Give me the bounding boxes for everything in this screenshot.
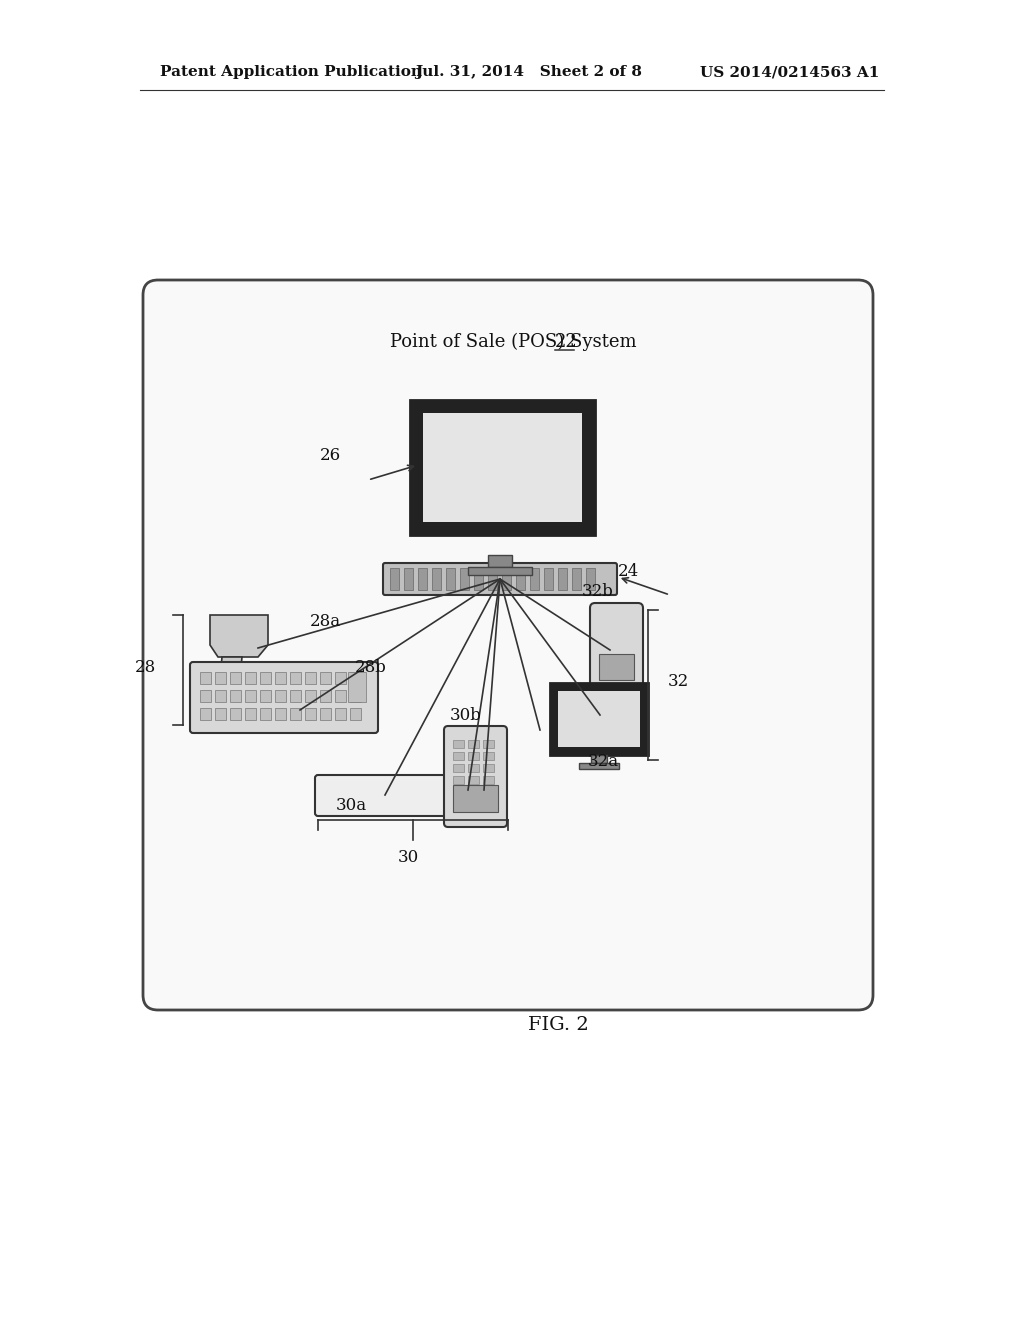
Bar [460,568,469,590]
Bar [215,672,226,684]
Bar [516,568,525,590]
FancyBboxPatch shape [315,775,453,816]
Bar [558,690,640,747]
FancyBboxPatch shape [590,603,643,696]
Bar [260,708,271,719]
Text: US 2014/0214563 A1: US 2014/0214563 A1 [700,65,880,79]
Bar [200,672,211,684]
Bar [432,568,441,590]
Bar [350,708,361,719]
Text: 22: 22 [555,333,578,351]
Bar [530,568,539,590]
Bar [468,776,479,784]
Bar [275,672,286,684]
Bar [230,708,241,719]
Bar [305,672,316,684]
Bar [586,568,595,590]
Bar [572,568,581,590]
Bar [335,690,346,702]
Text: Patent Application Publication: Patent Application Publication [160,65,422,79]
Bar [488,554,512,568]
Bar [418,568,427,590]
Bar [453,785,498,812]
Bar [319,708,331,719]
Text: 32a: 32a [588,754,620,771]
Bar [453,776,464,784]
Bar [305,708,316,719]
Bar [350,672,361,684]
Bar [468,752,479,760]
Bar [348,672,366,702]
Bar [483,764,494,772]
Bar [245,672,256,684]
Bar [558,568,567,590]
Bar [275,708,286,719]
Bar [335,708,346,719]
Text: Jul. 31, 2014   Sheet 2 of 8: Jul. 31, 2014 Sheet 2 of 8 [415,65,642,79]
Bar [290,708,301,719]
Bar [488,568,497,590]
Text: 28b: 28b [355,660,387,676]
Bar [404,568,413,590]
Text: 32: 32 [668,673,689,690]
Bar [599,653,634,680]
Bar [215,708,226,719]
Text: Point of Sale (POS) System: Point of Sale (POS) System [390,333,642,351]
Bar [245,708,256,719]
Bar [390,568,399,590]
Bar [446,568,455,590]
Polygon shape [218,657,242,700]
Text: 30: 30 [397,850,419,866]
Text: 26: 26 [319,447,341,465]
FancyBboxPatch shape [383,564,617,595]
Text: 24: 24 [618,564,639,581]
Bar [335,672,346,684]
Bar [290,672,301,684]
Bar [579,763,618,770]
Bar [474,568,483,590]
Bar [200,690,211,702]
Text: FIG. 2: FIG. 2 [527,1016,589,1034]
Bar [453,752,464,760]
Bar [468,568,532,576]
Text: 28a: 28a [310,614,341,631]
Bar [290,690,301,702]
Text: 32b: 32b [582,583,613,601]
FancyBboxPatch shape [190,663,378,733]
Bar [230,672,241,684]
Bar [230,690,241,702]
Bar [260,672,271,684]
FancyBboxPatch shape [444,726,507,828]
Bar [319,690,331,702]
Bar [483,741,494,748]
Bar [319,672,331,684]
Bar [245,690,256,702]
Bar [453,764,464,772]
Text: 28: 28 [134,660,156,676]
Bar [215,690,226,702]
Bar [591,755,607,763]
Text: 30a: 30a [336,797,368,814]
Bar [483,752,494,760]
Bar [350,690,361,702]
Bar [468,741,479,748]
Bar [275,690,286,702]
Text: 30b: 30b [450,706,482,723]
Bar [200,708,211,719]
Bar [468,764,479,772]
FancyBboxPatch shape [143,280,873,1010]
Bar [453,741,464,748]
Bar [305,690,316,702]
Bar [260,690,271,702]
Bar [544,568,553,590]
Bar [423,413,582,521]
Bar [483,776,494,784]
Bar [502,568,511,590]
Bar [550,682,648,755]
Polygon shape [210,615,268,657]
Bar [410,400,595,535]
